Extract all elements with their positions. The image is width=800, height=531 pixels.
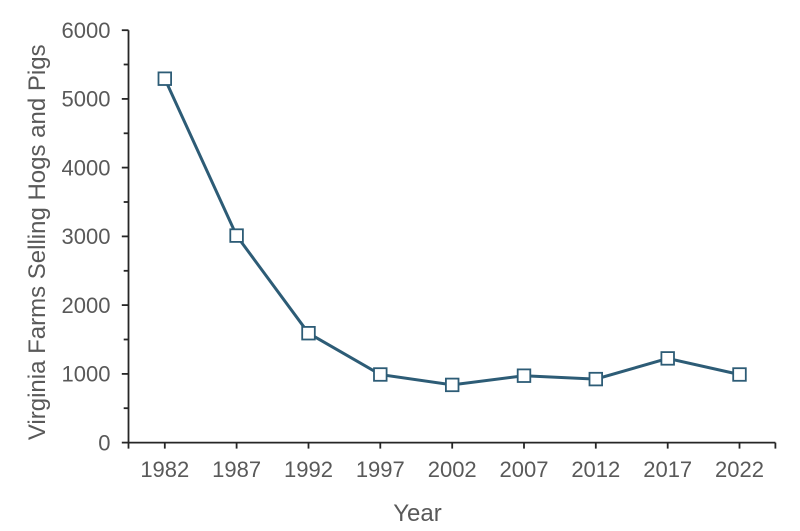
svg-text:1997: 1997 bbox=[356, 457, 405, 482]
svg-text:0: 0 bbox=[98, 430, 110, 455]
svg-text:Year: Year bbox=[393, 500, 442, 527]
svg-text:5000: 5000 bbox=[62, 87, 111, 112]
svg-text:1982: 1982 bbox=[140, 457, 189, 482]
svg-text:1000: 1000 bbox=[62, 362, 111, 387]
svg-text:3000: 3000 bbox=[62, 224, 111, 249]
svg-text:Virginia Farms Selling Hogs an: Virginia Farms Selling Hogs and Pigs bbox=[24, 44, 51, 440]
svg-text:6000: 6000 bbox=[62, 18, 111, 43]
svg-text:2022: 2022 bbox=[715, 457, 764, 482]
svg-text:1987: 1987 bbox=[212, 457, 261, 482]
svg-text:1992: 1992 bbox=[284, 457, 333, 482]
svg-text:2002: 2002 bbox=[428, 457, 477, 482]
svg-text:2000: 2000 bbox=[62, 293, 111, 318]
svg-text:2012: 2012 bbox=[571, 457, 620, 482]
svg-text:4000: 4000 bbox=[62, 155, 111, 180]
svg-text:2017: 2017 bbox=[643, 457, 692, 482]
svg-text:2007: 2007 bbox=[500, 457, 549, 482]
